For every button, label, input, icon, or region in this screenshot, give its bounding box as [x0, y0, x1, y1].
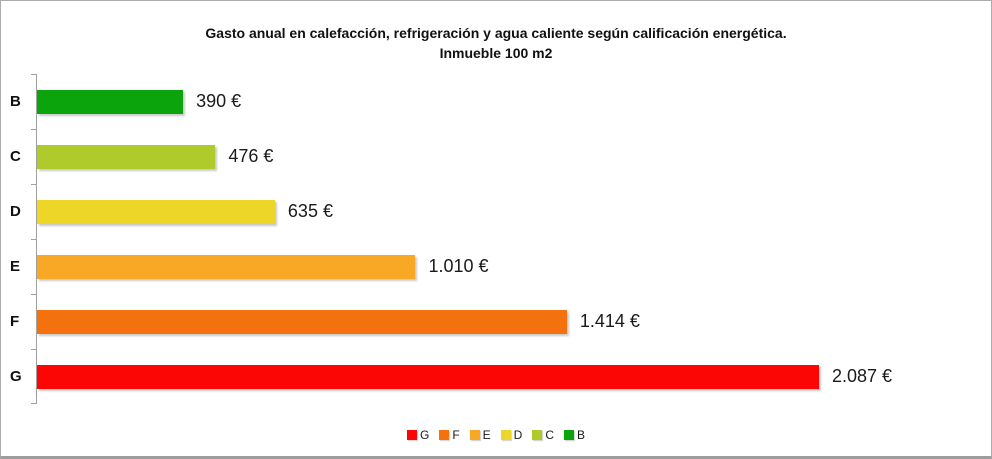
bar-row: F 1.414 €: [10, 294, 985, 349]
bar: [37, 144, 216, 169]
bar-row: E 1.010 €: [10, 239, 985, 294]
bar-row: D 635 €: [10, 184, 985, 239]
value-label: 476 €: [228, 146, 274, 166]
category-label: C: [10, 148, 21, 165]
axis-tick: [31, 129, 37, 130]
value-label: 1.414 €: [579, 311, 640, 331]
bar: [37, 254, 416, 279]
bar-row: C 476 €: [10, 129, 985, 184]
plot-area: B 390 € C 476 € D 635 € E 1.010 € F 1.414 € G 2.087…: [10, 74, 985, 404]
axis-tick: [31, 349, 37, 350]
legend-item: D: [500, 428, 523, 442]
bar: [37, 309, 567, 334]
category-label: F: [10, 313, 20, 330]
bar: [37, 199, 275, 224]
chart-title: Gasto anual en calefacción, refrigeració…: [205, 25, 787, 41]
axis-tick: [31, 294, 37, 295]
legend-swatch: [469, 430, 480, 440]
bar: [37, 364, 819, 389]
value-label: 1.010 €: [428, 256, 489, 276]
legend-item: C: [532, 428, 554, 442]
bar-row: G 2.087 €: [10, 349, 985, 404]
title-block: Gasto anual en calefacción, refrigeració…: [1, 23, 991, 63]
category-label: B: [10, 93, 21, 110]
legend-label: C: [545, 428, 555, 442]
chart-subtitle: Inmueble 100 m2: [439, 45, 553, 61]
axis-tick: [31, 239, 37, 240]
value-label: 2.087 €: [832, 366, 893, 386]
legend-item: G: [406, 428, 430, 442]
axis-tick: [31, 184, 37, 185]
legend-swatch: [564, 430, 575, 440]
legend-label: D: [513, 428, 523, 442]
legend-item: E: [469, 428, 491, 442]
legend-label: F: [452, 428, 460, 442]
category-label: D: [10, 203, 21, 220]
legend-swatch: [406, 430, 417, 440]
axis-tick: [31, 403, 37, 404]
value-label: 390 €: [196, 91, 242, 111]
legend-item: B: [564, 428, 585, 442]
legend-item: F: [439, 428, 460, 442]
legend-label: E: [482, 428, 491, 442]
legend-label: G: [419, 428, 430, 442]
legend-swatch: [532, 430, 543, 440]
bar: [37, 89, 184, 114]
legend-label: B: [577, 428, 586, 442]
legend-swatch: [439, 430, 450, 440]
category-label: E: [10, 258, 21, 275]
bar-row: B 390 €: [10, 74, 985, 129]
axis-tick: [31, 74, 37, 75]
category-label: G: [10, 368, 22, 385]
legend-swatch: [500, 430, 511, 440]
value-label: 635 €: [287, 201, 333, 221]
